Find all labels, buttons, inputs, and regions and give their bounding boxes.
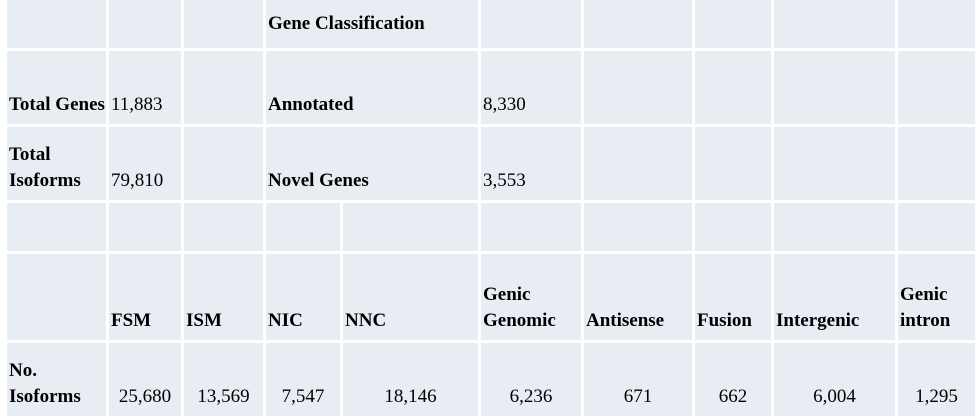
table-cell: 1,295 [898, 343, 975, 416]
column-header: Antisense [584, 254, 692, 340]
table-cell: 25,680 [109, 343, 181, 416]
empty-cell [481, 0, 581, 48]
empty-cell [184, 51, 263, 124]
annotated-value: 8,330 [481, 51, 581, 124]
empty-cell [695, 0, 771, 48]
table-cell: 662 [695, 343, 771, 416]
empty-cell [184, 0, 263, 48]
empty-cell [266, 203, 340, 251]
table-cell: 18,146 [343, 343, 478, 416]
empty-cell [481, 203, 581, 251]
annotated-label: Annotated [266, 51, 478, 124]
column-header: NNC [343, 254, 478, 340]
empty-cell [898, 0, 975, 48]
empty-cell [7, 0, 106, 48]
table-title: Gene Classification [266, 0, 478, 48]
table-cell: 6,236 [481, 343, 581, 416]
total-isoforms-value: 79,810 [109, 127, 181, 200]
total-genes-value: 11,883 [109, 51, 181, 124]
column-header: Genic intron [898, 254, 975, 340]
gene-classification-table: Gene Classification Total Genes 11,883 A… [7, 0, 975, 416]
empty-cell [898, 127, 975, 200]
empty-cell [109, 203, 181, 251]
empty-cell [7, 254, 106, 340]
table-cell: 6,004 [774, 343, 895, 416]
empty-cell [695, 203, 771, 251]
empty-cell [774, 203, 895, 251]
column-header: Genic Genomic [481, 254, 581, 340]
empty-cell [898, 203, 975, 251]
empty-cell [584, 51, 692, 124]
empty-cell [898, 51, 975, 124]
table-cell: 671 [584, 343, 692, 416]
table-cell: 13,569 [184, 343, 263, 416]
empty-cell [184, 127, 263, 200]
column-header: Fusion [695, 254, 771, 340]
total-isoforms-label: Total Isoforms [7, 127, 106, 200]
empty-cell [695, 51, 771, 124]
column-header: NIC [266, 254, 340, 340]
empty-cell [774, 51, 895, 124]
column-header: Intergenic [774, 254, 895, 340]
total-genes-label: Total Genes [7, 51, 106, 124]
empty-cell [584, 203, 692, 251]
row-label: No. Isoforms [7, 343, 106, 416]
column-header: FSM [109, 254, 181, 340]
novel-genes-value: 3,553 [481, 127, 581, 200]
novel-genes-label: Novel Genes [266, 127, 478, 200]
empty-cell [7, 203, 106, 251]
empty-cell [184, 203, 263, 251]
empty-cell [109, 0, 181, 48]
empty-cell [584, 127, 692, 200]
empty-cell [584, 0, 692, 48]
empty-cell [774, 0, 895, 48]
column-header: ISM [184, 254, 263, 340]
table-cell: 7,547 [266, 343, 340, 416]
empty-cell [343, 203, 478, 251]
empty-cell [774, 127, 895, 200]
empty-cell [695, 127, 771, 200]
